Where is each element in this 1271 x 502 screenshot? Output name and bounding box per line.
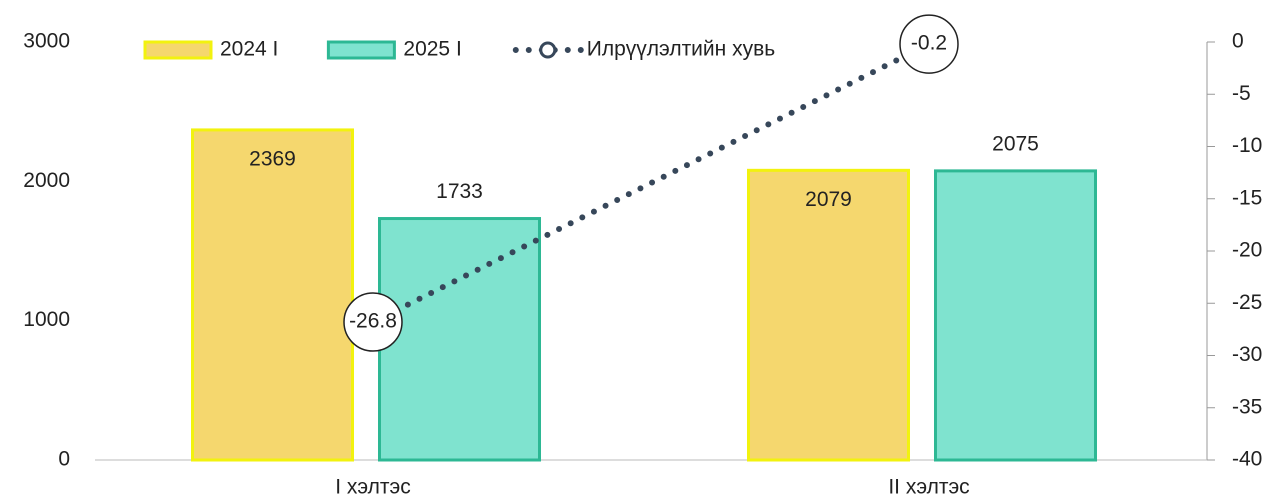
y2-tick-label: -35 xyxy=(1232,395,1262,418)
y2-tick-label: -5 xyxy=(1232,82,1251,105)
data-label: 2075 xyxy=(992,132,1039,155)
y-tick-label: 1000 xyxy=(23,308,70,331)
data-label: 2079 xyxy=(805,188,852,211)
data-label: 2369 xyxy=(249,147,296,170)
y2-tick-label: -15 xyxy=(1232,186,1262,209)
marker xyxy=(899,14,959,74)
data-label: -0.2 xyxy=(911,32,947,55)
y2-tick-label: -20 xyxy=(1232,239,1262,262)
y2-tick-label: -30 xyxy=(1232,343,1262,366)
marker xyxy=(343,292,403,352)
legend-label: 2024 I xyxy=(220,38,278,61)
bar xyxy=(378,217,541,462)
x-tick-label: I хэлтэс xyxy=(335,476,411,499)
legend-swatch xyxy=(326,40,396,60)
data-label: 1733 xyxy=(436,180,483,203)
line xyxy=(370,41,932,326)
legend-label: 2025 I xyxy=(403,38,461,61)
bar xyxy=(934,169,1097,462)
y-tick-label: 3000 xyxy=(23,30,70,53)
legend-swatch xyxy=(143,40,213,60)
y-tick-label: 0 xyxy=(58,448,70,471)
legend-label: Илрүүлэлтийн хувь xyxy=(587,38,775,61)
bar xyxy=(191,128,354,462)
data-label: -26.8 xyxy=(349,310,397,333)
bar xyxy=(747,168,910,462)
x-tick-label: II хэлтэс xyxy=(888,476,969,499)
y2-tick-label: -10 xyxy=(1232,134,1262,157)
y-tick-label: 2000 xyxy=(23,169,70,192)
legend-swatch xyxy=(539,41,557,59)
y2-tick-label: 0 xyxy=(1232,30,1244,53)
y2-tick-label: -25 xyxy=(1232,291,1262,314)
y2-tick-label: -40 xyxy=(1232,448,1262,471)
